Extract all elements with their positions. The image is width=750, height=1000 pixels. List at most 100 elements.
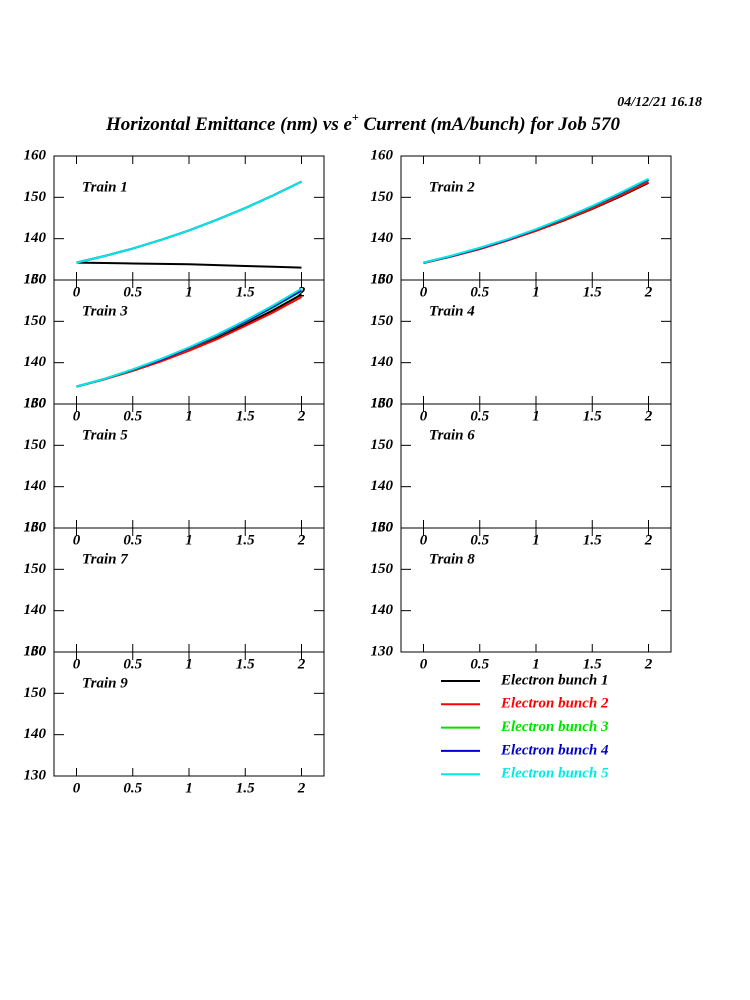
legend-label: Electron bunch 2 xyxy=(500,696,609,712)
y-tick-label: 140 xyxy=(24,726,47,742)
x-tick-label: 2 xyxy=(644,656,653,672)
x-tick-label: 0.5 xyxy=(123,656,142,672)
x-tick-label: 0 xyxy=(420,408,428,424)
y-tick-label: 140 xyxy=(24,478,47,494)
x-tick-label: 1 xyxy=(185,780,193,796)
y-tick-label: 140 xyxy=(371,602,394,618)
panel-title: Train 4 xyxy=(429,303,475,319)
y-tick-label: 130 xyxy=(371,395,394,411)
x-tick-label: 1.5 xyxy=(236,780,255,796)
series-line xyxy=(76,180,302,264)
y-tick-label: 150 xyxy=(371,313,394,329)
plot-frame xyxy=(53,155,325,281)
legend-label: Electron bunch 3 xyxy=(500,719,609,735)
x-tick-label: 1 xyxy=(532,284,540,300)
y-tick-label: 150 xyxy=(371,189,394,205)
panel-title: Train 9 xyxy=(82,675,128,691)
x-tick-label: 1.5 xyxy=(583,408,602,424)
panel-title: Train 8 xyxy=(429,551,475,567)
y-tick-label: 140 xyxy=(24,230,47,246)
x-tick-label: 0 xyxy=(420,532,428,548)
x-tick-label: 2 xyxy=(297,780,306,796)
x-tick-label: 2 xyxy=(644,284,653,300)
x-tick-label: 1 xyxy=(532,656,540,672)
y-tick-label: 160 xyxy=(371,519,394,535)
x-tick-label: 1 xyxy=(532,532,540,548)
y-tick-label: 130 xyxy=(24,271,47,287)
y-tick-label: 150 xyxy=(24,437,47,453)
y-tick-label: 150 xyxy=(24,561,47,577)
x-tick-label: 1.5 xyxy=(583,656,602,672)
x-tick-label: 0.5 xyxy=(470,532,489,548)
x-tick-label: 1.5 xyxy=(583,532,602,548)
y-tick-label: 160 xyxy=(24,395,47,411)
y-tick-label: 140 xyxy=(24,354,47,370)
y-tick-label: 160 xyxy=(371,147,394,163)
x-tick-label: 1.5 xyxy=(236,408,255,424)
y-tick-label: 150 xyxy=(24,189,47,205)
legend-label: Electron bunch 4 xyxy=(500,742,609,758)
title-sup: + xyxy=(352,110,359,124)
x-tick-label: 1.5 xyxy=(236,656,255,672)
y-tick-label: 150 xyxy=(371,437,394,453)
panel-title: Train 2 xyxy=(429,179,475,195)
y-tick-label: 160 xyxy=(24,271,47,287)
x-tick-label: 0.5 xyxy=(123,284,142,300)
y-tick-label: 130 xyxy=(24,643,47,659)
x-tick-label: 1 xyxy=(185,656,193,672)
x-tick-label: 0.5 xyxy=(123,532,142,548)
y-tick-label: 160 xyxy=(24,147,47,163)
legend-label: Electron bunch 5 xyxy=(500,766,609,782)
x-tick-label: 0 xyxy=(420,656,428,672)
y-tick-label: 130 xyxy=(371,519,394,535)
x-tick-label: 0.5 xyxy=(470,284,489,300)
series-line xyxy=(423,177,649,264)
x-tick-label: 0.5 xyxy=(123,780,142,796)
y-tick-label: 150 xyxy=(24,313,47,329)
x-tick-label: 2 xyxy=(297,656,306,672)
x-tick-label: 2 xyxy=(297,408,306,424)
x-tick-label: 0.5 xyxy=(470,408,489,424)
y-tick-label: 150 xyxy=(371,561,394,577)
main-title: Horizontal Emittance (nm) vs e+ Current … xyxy=(105,110,621,136)
y-tick-label: 140 xyxy=(371,478,394,494)
y-tick-label: 130 xyxy=(371,271,394,287)
x-tick-label: 0 xyxy=(420,284,428,300)
x-tick-label: 1 xyxy=(185,532,193,548)
x-tick-label: 2 xyxy=(644,532,653,548)
y-tick-label: 150 xyxy=(24,685,47,701)
y-tick-label: 160 xyxy=(371,395,394,411)
y-tick-label: 130 xyxy=(371,643,394,659)
x-tick-label: 0.5 xyxy=(123,408,142,424)
x-tick-label: 1 xyxy=(532,408,540,424)
x-tick-label: 0 xyxy=(73,656,81,672)
x-tick-label: 1 xyxy=(185,408,193,424)
y-tick-label: 160 xyxy=(24,643,47,659)
x-tick-label: 0 xyxy=(73,284,81,300)
x-tick-label: 0 xyxy=(73,532,81,548)
panel-title: Train 1 xyxy=(82,179,128,195)
x-tick-label: 1.5 xyxy=(236,532,255,548)
title-text: Horizontal Emittance (nm) vs e xyxy=(105,114,353,135)
y-tick-label: 130 xyxy=(24,395,47,411)
y-tick-label: 140 xyxy=(371,230,394,246)
y-tick-label: 160 xyxy=(24,519,47,535)
title-text: Current (mA/bunch) for Job 570 xyxy=(359,114,621,135)
x-tick-label: 1 xyxy=(185,284,193,300)
x-tick-label: 1.5 xyxy=(236,284,255,300)
plot-frame xyxy=(400,155,672,281)
y-tick-label: 140 xyxy=(24,602,47,618)
x-tick-label: 0 xyxy=(73,408,81,424)
x-tick-label: 2 xyxy=(644,408,653,424)
y-tick-label: 130 xyxy=(24,519,47,535)
x-tick-label: 0.5 xyxy=(470,656,489,672)
y-tick-label: 140 xyxy=(371,354,394,370)
series-line xyxy=(76,287,303,388)
panel-title: Train 7 xyxy=(82,551,128,567)
date-stamp: 04/12/21 16.18 xyxy=(617,95,702,110)
panel-title: Train 6 xyxy=(429,427,475,443)
legend-label: Electron bunch 1 xyxy=(500,672,609,688)
x-tick-label: 1.5 xyxy=(583,284,602,300)
